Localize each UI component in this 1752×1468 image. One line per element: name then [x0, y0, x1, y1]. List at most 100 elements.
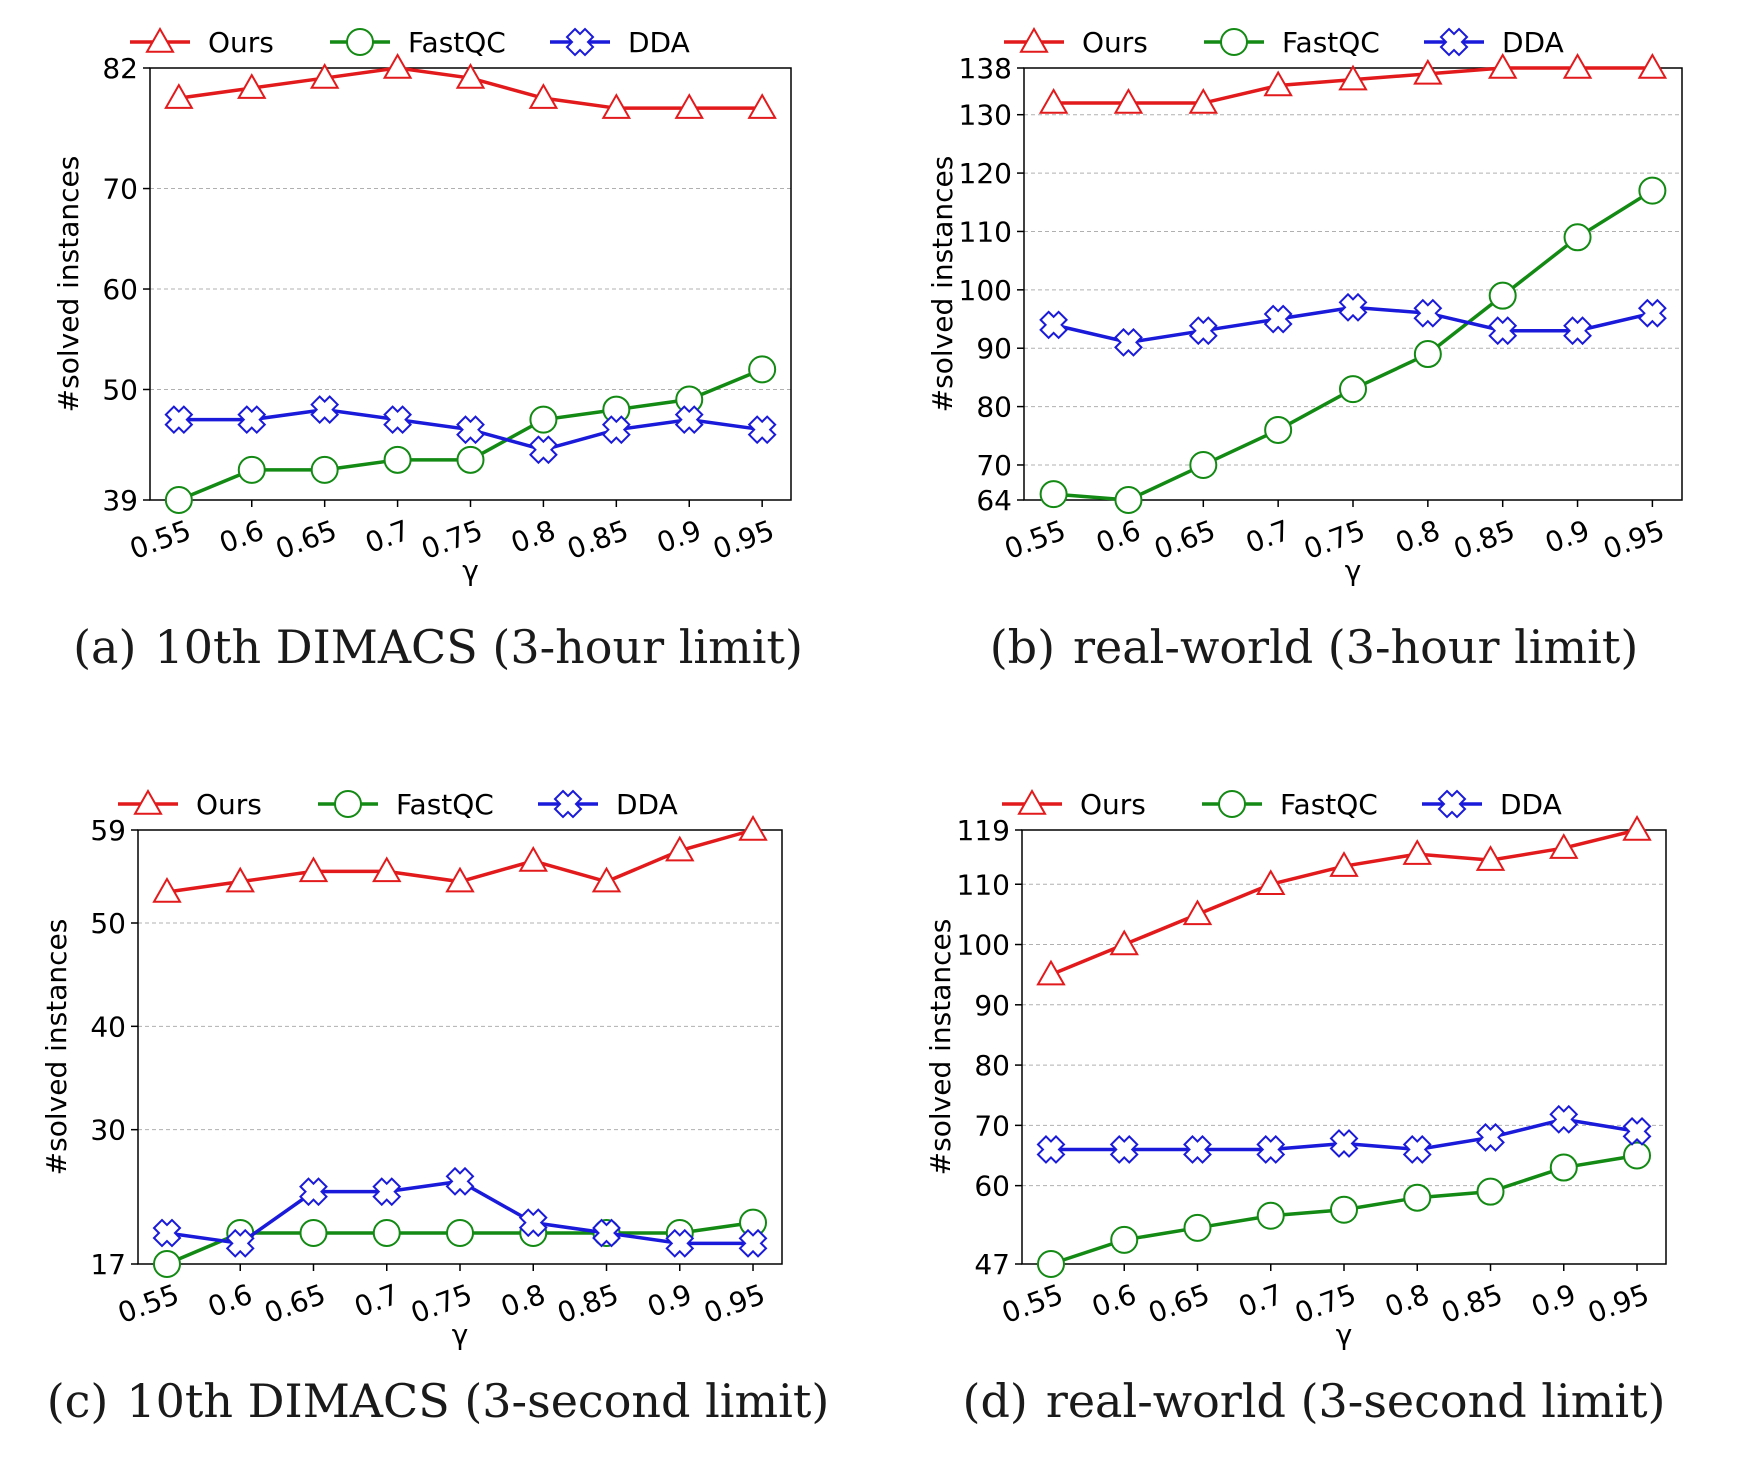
y-tick-label: 80: [976, 391, 1012, 424]
triangle-marker: [1188, 88, 1219, 114]
cross-marker: [1329, 1129, 1359, 1158]
triangle-marker: [601, 93, 632, 119]
cross-marker: [1437, 789, 1467, 819]
x-axis-label: γ: [452, 1318, 469, 1351]
legend-item-fastqc: FastQC: [1204, 26, 1380, 59]
cross-marker: [164, 405, 194, 435]
caption-title: 10th DIMACS (3-second limit): [126, 1374, 830, 1428]
x-tick-label: 0.85: [1449, 514, 1519, 566]
cross-marker: [1183, 1135, 1212, 1164]
legend-item-ours: Ours: [1004, 26, 1148, 59]
circle-marker: [1256, 1201, 1285, 1230]
x-tick-label: 0.95: [1584, 1278, 1654, 1330]
legend-label: FastQC: [396, 788, 494, 821]
x-tick-label: 0.65: [1144, 1278, 1214, 1330]
legend-item-ours: Ours: [118, 788, 262, 821]
legend-label: Ours: [196, 788, 262, 821]
y-tick-label: 70: [974, 1109, 1010, 1142]
series-dda: [1039, 292, 1667, 357]
circle-marker: [1476, 1177, 1505, 1206]
triangle-marker: [455, 63, 486, 89]
chart-panel-a: 39 50 60 70 82 0.55 0.6 0.65 0.7 0.75 0.8 0.85 0.9 0.…: [0, 0, 876, 734]
circle-marker: [383, 445, 412, 474]
triangle-marker: [528, 83, 559, 109]
y-axis-label: #solved instances: [52, 156, 85, 413]
y-tick-label: 50: [90, 907, 126, 940]
y-tick-label: 119: [957, 814, 1010, 847]
y-tick-label: 90: [976, 332, 1012, 365]
plot-frame: [137, 829, 783, 1265]
legend-label: DDA: [616, 788, 678, 821]
series-ours: [164, 52, 777, 119]
series-dda: [1036, 1104, 1652, 1164]
y-tick-label: 60: [102, 273, 138, 306]
series-dda: [152, 1166, 768, 1258]
cross-marker: [1114, 327, 1143, 357]
y-tick-label: 120: [959, 157, 1012, 190]
legend-item-fastqc: FastQC: [330, 26, 506, 59]
triangle-marker: [1019, 26, 1049, 53]
y-tick-label: 50: [102, 373, 138, 406]
y-tick-label: 47: [974, 1248, 1010, 1281]
y-axis-label: #solved instances: [924, 919, 957, 1176]
cross-marker: [456, 415, 485, 445]
legend-item-ours: Ours: [130, 26, 274, 59]
triangle-marker: [747, 93, 777, 119]
legend-label: FastQC: [1282, 26, 1380, 59]
cross-marker: [152, 1218, 182, 1248]
cross-marker: [553, 789, 583, 819]
y-tick-label: 110: [957, 868, 1010, 901]
cross-marker: [592, 1218, 621, 1248]
cross-marker: [1338, 292, 1368, 322]
caption-a: (a) 10th DIMACS (3-hour limit): [0, 620, 876, 674]
circle-marker: [1220, 28, 1248, 56]
x-tick-label: 0.9: [653, 514, 706, 560]
caption-letter: (d): [962, 1374, 1028, 1428]
y-tick-label: 138: [959, 52, 1012, 85]
legend-label: DDA: [628, 26, 690, 59]
cross-marker: [372, 1177, 402, 1207]
y-tick-label: 70: [102, 173, 138, 206]
y-axis-label: #solved instances: [926, 156, 959, 413]
x-axis-label: γ: [1345, 554, 1362, 587]
triangle-marker: [1263, 70, 1293, 97]
series-fastqc: [1036, 1141, 1652, 1278]
triangle-marker: [1038, 88, 1069, 114]
x-tick-label: 0.9: [1527, 1278, 1580, 1324]
chart-panel-c: 17 30 40 50 59 0.55 0.6 0.65 0.7 0.75 0.8 0.85 0.9 0.…: [0, 734, 876, 1468]
triangle-marker: [518, 845, 548, 872]
circle-marker: [1403, 1183, 1432, 1212]
cross-marker: [1109, 1135, 1139, 1164]
cross-marker: [1402, 1135, 1432, 1164]
circle-marker: [456, 445, 485, 474]
x-tick-label: 0.65: [1150, 514, 1220, 566]
cross-marker: [1256, 1135, 1286, 1164]
triangle-marker: [445, 866, 475, 893]
triangle-marker: [1036, 959, 1066, 986]
triangle-marker: [133, 788, 163, 815]
caption-title: real-world (3-hour limit): [1073, 620, 1639, 674]
circle-marker: [1413, 340, 1442, 369]
x-axis-label: γ: [1336, 1318, 1353, 1351]
circle-marker: [1488, 281, 1517, 310]
x-tick-label: 0.8: [497, 1278, 550, 1324]
legend-item-fastqc: FastQC: [1202, 788, 1378, 821]
circle-marker: [602, 395, 631, 424]
triangle-marker: [1562, 52, 1593, 79]
triangle-marker: [145, 26, 175, 53]
legend-item-fastqc: FastQC: [318, 788, 494, 821]
y-tick-label: 90: [974, 989, 1010, 1022]
legend-label: Ours: [208, 26, 274, 59]
cross-marker: [1549, 1104, 1579, 1134]
triangle-marker: [674, 93, 704, 119]
circle-marker: [1036, 1250, 1065, 1278]
legend-label: Ours: [1082, 26, 1148, 59]
y-tick-label: 100: [959, 274, 1012, 307]
x-tick-label: 0.55: [114, 1278, 184, 1330]
y-tick-label: 130: [959, 99, 1012, 132]
x-tick-label: 0.7: [1241, 514, 1294, 560]
triangle-marker: [1113, 88, 1144, 114]
cross-marker: [1036, 1135, 1066, 1164]
cross-marker: [747, 415, 777, 445]
